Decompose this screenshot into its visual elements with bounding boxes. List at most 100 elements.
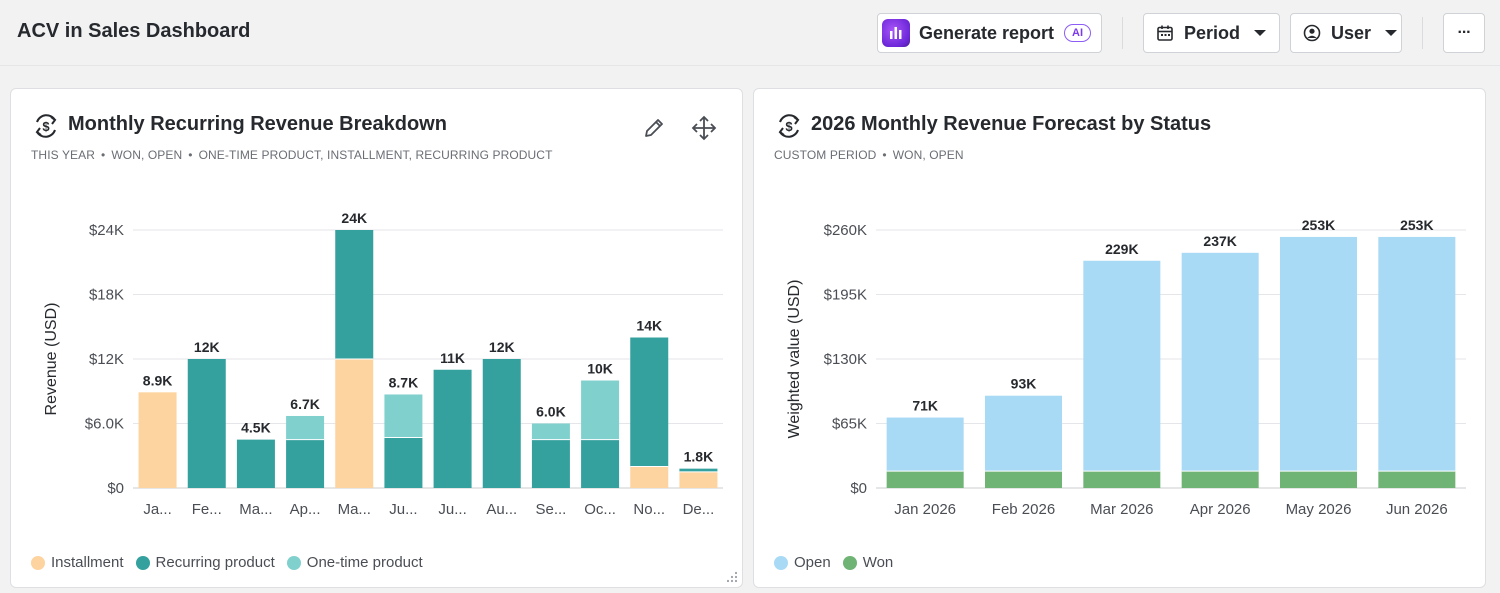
bar-value-label: 237K [1203, 233, 1236, 249]
bar-segment [581, 380, 620, 440]
legend-item-open[interactable]: Open [774, 554, 831, 571]
x-tick-label: Fe... [192, 501, 222, 518]
x-tick-label: Ja... [143, 501, 171, 518]
bar-segment [1280, 471, 1357, 488]
bar-segment [1378, 236, 1456, 472]
x-tick-label: Apr 2026 [1190, 501, 1251, 518]
bar-segment [679, 471, 718, 488]
bar-value-label: 8.9K [143, 372, 173, 388]
legend-item-installment[interactable]: Installment [31, 554, 124, 571]
bar-segment [581, 439, 620, 488]
bar-segment [531, 423, 570, 440]
x-tick-label: Feb 2026 [992, 501, 1055, 518]
x-tick-label: Ma... [338, 501, 371, 518]
user-dropdown[interactable]: User [1290, 13, 1402, 53]
bar-segment [433, 369, 472, 488]
bar-segment [531, 439, 570, 488]
legend-label: Open [794, 554, 831, 571]
bar-segment [384, 437, 423, 488]
card-title: 2026 Monthly Revenue Forecast by Status [811, 113, 1212, 135]
top-bar: ACV in Sales Dashboard Generate report A… [0, 0, 1500, 66]
legend-swatch [286, 555, 301, 570]
more-options-icon: ··· [1457, 24, 1472, 41]
legend-label: Installment [51, 554, 124, 571]
legend-item-recurring[interactable]: Recurring product [135, 554, 275, 571]
y-axis-label: Revenue (USD) [43, 303, 60, 416]
move-arrows-icon[interactable] [691, 115, 717, 141]
card-filters: THIS YEAR • WON, OPEN • ONE-TIME PRODUCT, IN… [31, 148, 553, 162]
legend-item-won[interactable]: Won [842, 554, 894, 571]
x-tick-label: Ju... [389, 501, 417, 518]
chevron-down-icon [1254, 30, 1267, 36]
bar-value-label: 93K [1011, 376, 1037, 392]
y-tick-label: $18K [89, 287, 124, 304]
bar-segment [1280, 236, 1357, 472]
period-label: Period [1184, 22, 1241, 43]
bar-segment [1083, 260, 1161, 472]
chart-legend: Installment Recurring product One-time p… [31, 554, 435, 571]
generate-report-label: Generate report [919, 22, 1055, 43]
period-dropdown[interactable]: Period [1143, 13, 1280, 53]
legend-swatch [31, 555, 45, 570]
bar-segment [886, 471, 964, 488]
filter-period: THIS YEAR [31, 148, 96, 162]
y-tick-label: $65K [832, 416, 867, 433]
bar-segment [985, 471, 1062, 488]
edit-pencil-icon[interactable] [641, 115, 667, 141]
bar-value-label: 12K [194, 339, 220, 355]
x-tick-label: No... [633, 501, 665, 518]
bar-value-label: 6.0K [536, 404, 566, 420]
bar-segment [1083, 471, 1161, 488]
report-sparkle-icon [882, 19, 910, 47]
bar-value-label: 1.8K [684, 449, 714, 465]
card-title: Monthly Recurring Revenue Breakdown [68, 113, 447, 135]
bar-segment [886, 417, 964, 472]
bar-segment [1181, 252, 1259, 472]
bar-value-label: 12K [489, 339, 515, 355]
more-options-button[interactable]: ··· [1443, 13, 1485, 53]
bar-value-label: 8.7K [389, 374, 419, 390]
x-tick-label: Jan 2026 [894, 501, 956, 518]
toolbar-divider [1422, 17, 1423, 49]
mrr-bar-chart: $0 $6.0K $12K $18K $24K Revenue (USD) 8.9K Ja..… [43, 210, 723, 518]
x-tick-label: Se... [535, 501, 566, 518]
bar-value-label: 253K [1400, 217, 1433, 233]
bar-segment [1181, 471, 1259, 488]
bar-segment [630, 466, 669, 488]
resize-grip-icon[interactable] [726, 571, 738, 583]
bar-value-label: 24K [341, 210, 367, 226]
bar-value-label: 10K [587, 361, 613, 377]
y-tick-label: $0 [107, 480, 124, 497]
bar-segment [679, 468, 718, 472]
filter-period: CUSTOM PERIOD [774, 148, 877, 162]
x-tick-label: De... [683, 501, 715, 518]
x-tick-label: Ap... [290, 501, 321, 518]
generate-report-button[interactable]: Generate report AI [877, 13, 1102, 53]
legend-item-one-time[interactable]: One-time product [286, 554, 423, 571]
recurring-revenue-icon: $ [778, 114, 800, 138]
legend-label: Won [862, 554, 894, 571]
legend-swatch [774, 555, 788, 570]
filter-products: ONE-TIME PRODUCT, INSTALLMENT, RECURRING… [198, 148, 553, 162]
bar-value-label: 229K [1105, 241, 1138, 257]
bar-value-label: 11K [440, 350, 465, 366]
bar-segment [286, 415, 325, 440]
legend-label: One-time product [306, 554, 423, 571]
filter-status: WON, OPEN [892, 148, 964, 162]
legend-swatch [135, 555, 150, 570]
y-axis-label: Weighted value (USD) [786, 280, 803, 439]
bar-segment [1378, 471, 1456, 488]
y-tick-label: $195K [824, 287, 867, 304]
ai-badge: AI [1064, 24, 1092, 42]
y-tick-label: $6.0K [85, 416, 124, 433]
chart-legend: Open Won [774, 554, 905, 571]
y-tick-label: $260K [824, 222, 867, 239]
x-tick-label: Ma... [239, 501, 272, 518]
bar-segment [138, 392, 177, 488]
svg-text:$: $ [785, 119, 793, 134]
y-tick-label: $130K [824, 351, 867, 368]
x-tick-label: Oc... [584, 501, 616, 518]
card-filters: CUSTOM PERIOD • WON, OPEN [774, 148, 964, 162]
x-tick-label: Au... [486, 501, 517, 518]
svg-text:$: $ [42, 119, 50, 134]
